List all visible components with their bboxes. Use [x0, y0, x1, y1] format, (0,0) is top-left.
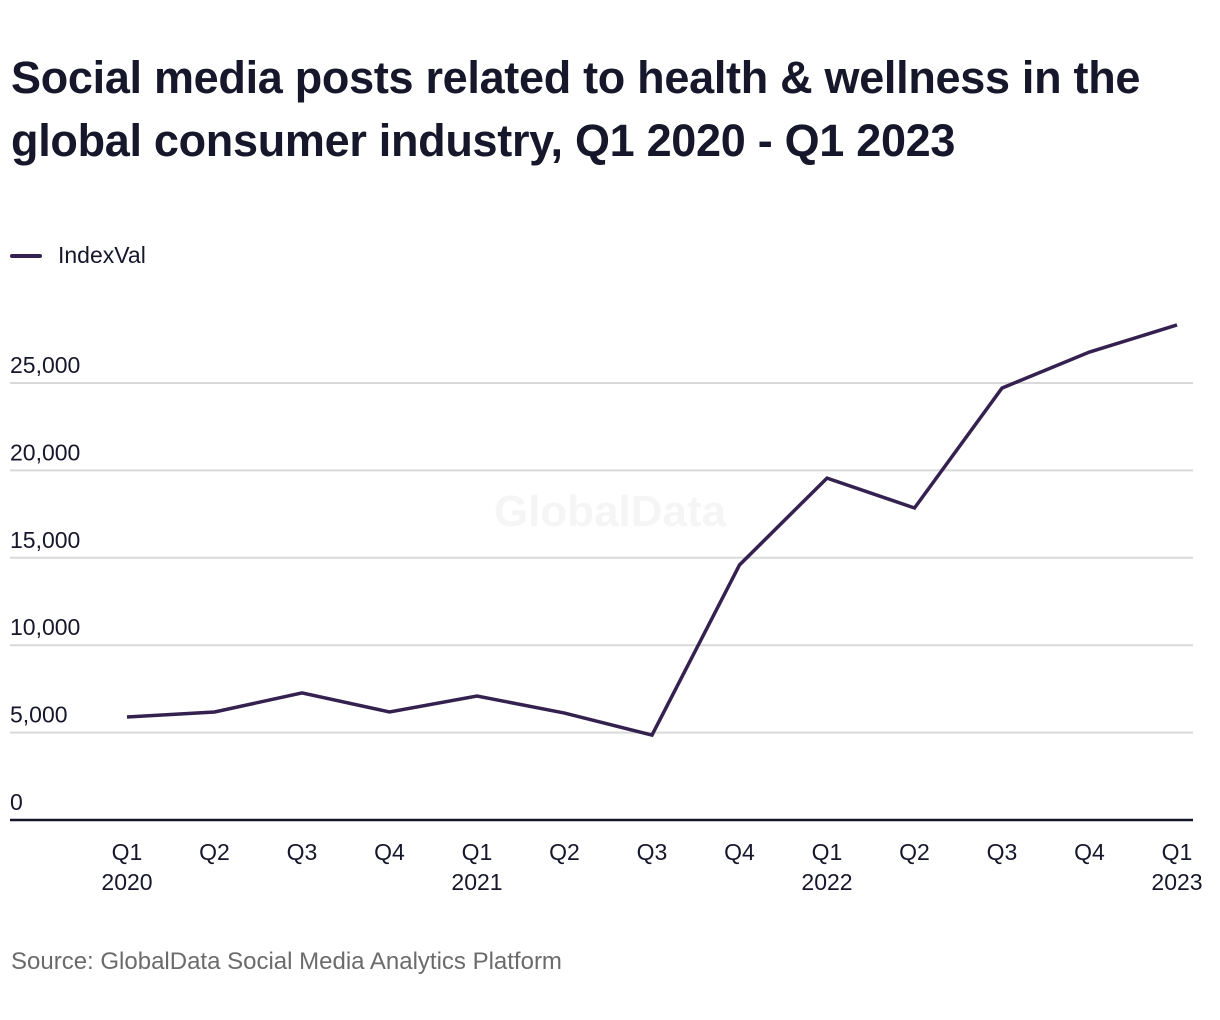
x-tick-label: Q1 [1162, 839, 1193, 865]
y-tick-label: 0 [10, 789, 23, 815]
x-tick-label: Q4 [724, 839, 755, 865]
source-note: Source: GlobalData Social Media Analytic… [11, 948, 562, 975]
x-tick-year-label: 2020 [101, 869, 152, 895]
y-tick-label: 25,000 [10, 352, 80, 378]
x-tick-label: Q4 [1074, 839, 1105, 865]
x-tick-year-label: 2021 [451, 869, 502, 895]
y-tick-label: 5,000 [10, 702, 68, 728]
y-tick-label: 15,000 [10, 527, 80, 553]
series-group [126, 323, 1178, 738]
x-tick-label: Q4 [374, 839, 405, 865]
gridlines [10, 382, 1193, 822]
x-tick-label: Q1 [462, 839, 493, 865]
y-tick-label: 10,000 [10, 614, 80, 640]
legend-label: IndexVal [58, 242, 146, 268]
x-tick-year-label: 2023 [1151, 869, 1202, 895]
y-tick-label: 20,000 [10, 439, 80, 465]
x-tick-label: Q2 [549, 839, 580, 865]
x-tick-label: Q1 [112, 839, 143, 865]
chart-title: Social media posts related to health & w… [11, 52, 1141, 166]
watermark: GlobalData [494, 487, 727, 536]
x-tick-year-label: 2022 [801, 869, 852, 895]
x-tick-label: Q3 [637, 839, 668, 865]
x-tick-label: Q2 [899, 839, 930, 865]
x-tick-label: Q3 [987, 839, 1018, 865]
line-swatch-icon [10, 253, 42, 258]
y-axis-ticks: 0 5,000 10,000 15,000 20,000 25,000 [10, 352, 80, 815]
legend: IndexVal [10, 242, 146, 269]
x-axis-ticks: Q1 2020 Q2 Q3 Q4 Q1 2021 Q2 Q3 Q4 Q1 2022 Q2 Q3 Q4 Q1 20… [101, 839, 1202, 895]
x-tick-label: Q1 [812, 839, 843, 865]
x-tick-label: Q2 [199, 839, 230, 865]
x-tick-label: Q3 [287, 839, 318, 865]
